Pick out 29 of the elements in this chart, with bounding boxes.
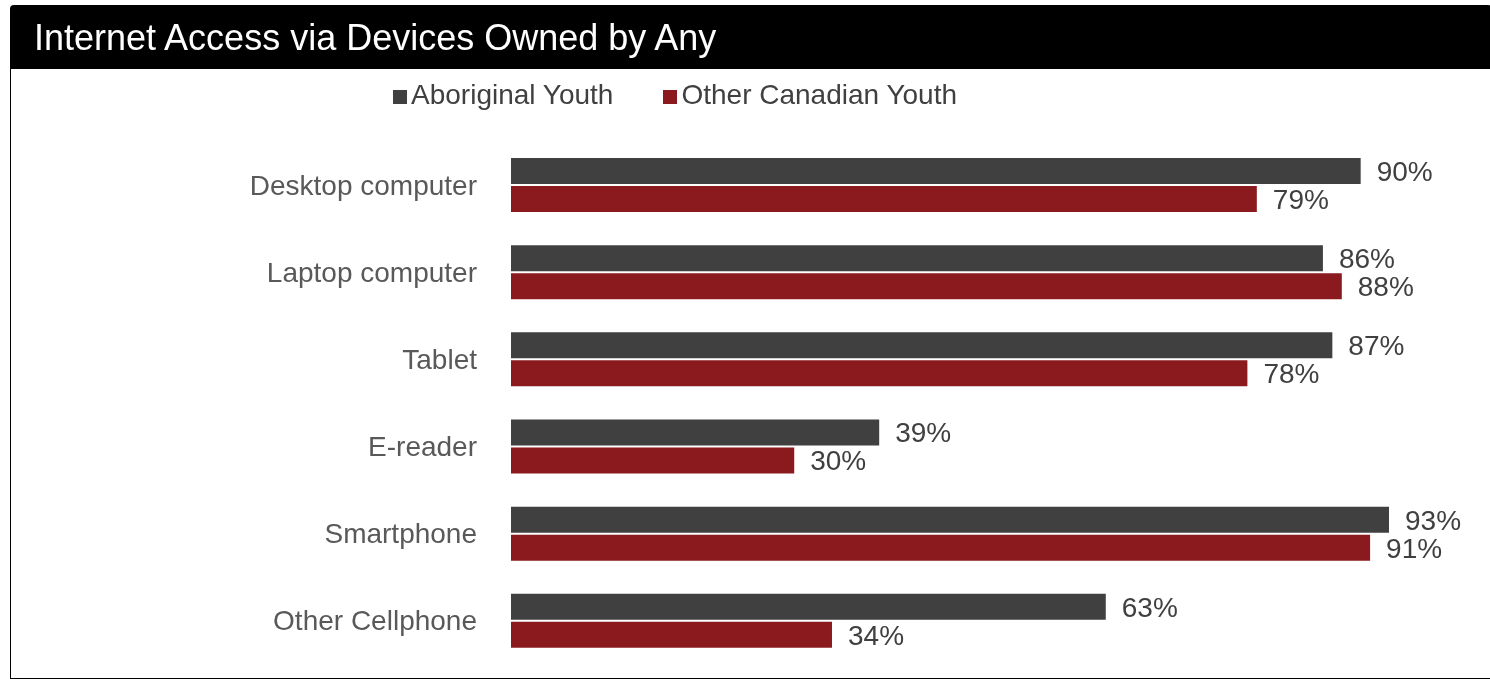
bar [511, 273, 1342, 300]
y-tick-label: E-reader [368, 431, 477, 463]
data-label: 78% [1263, 358, 1320, 390]
bar [511, 360, 1248, 387]
data-label: 30% [810, 445, 867, 477]
bar [511, 332, 1333, 359]
y-tick-label: Desktop computer [249, 169, 477, 201]
y-tick-label: Tablet [402, 343, 478, 375]
data-label: 39% [895, 417, 952, 449]
legend-label: Other Canadian Youth [681, 79, 957, 110]
legend-label: Aboriginal Youth [411, 79, 614, 110]
y-tick-label: Laptop computer [266, 256, 477, 288]
bar [511, 158, 1361, 184]
data-label: 87% [1348, 330, 1405, 362]
bar [511, 534, 1371, 561]
bar [511, 447, 795, 474]
bar [511, 186, 1257, 212]
bar [511, 506, 1389, 533]
y-tick-label: Smartphone [324, 518, 477, 550]
bar [511, 593, 1106, 620]
chart-title: Internet Access via Devices Owned by Any [10, 5, 1490, 69]
data-label: 34% [847, 619, 905, 651]
data-label: 63% [1121, 591, 1178, 623]
data-label: 90% [1376, 155, 1433, 187]
bar [511, 419, 880, 446]
data-label: 79% [1272, 183, 1329, 215]
bar [511, 245, 1323, 272]
bar [511, 621, 832, 648]
y-tick-label: Other Cellphone [273, 605, 477, 637]
